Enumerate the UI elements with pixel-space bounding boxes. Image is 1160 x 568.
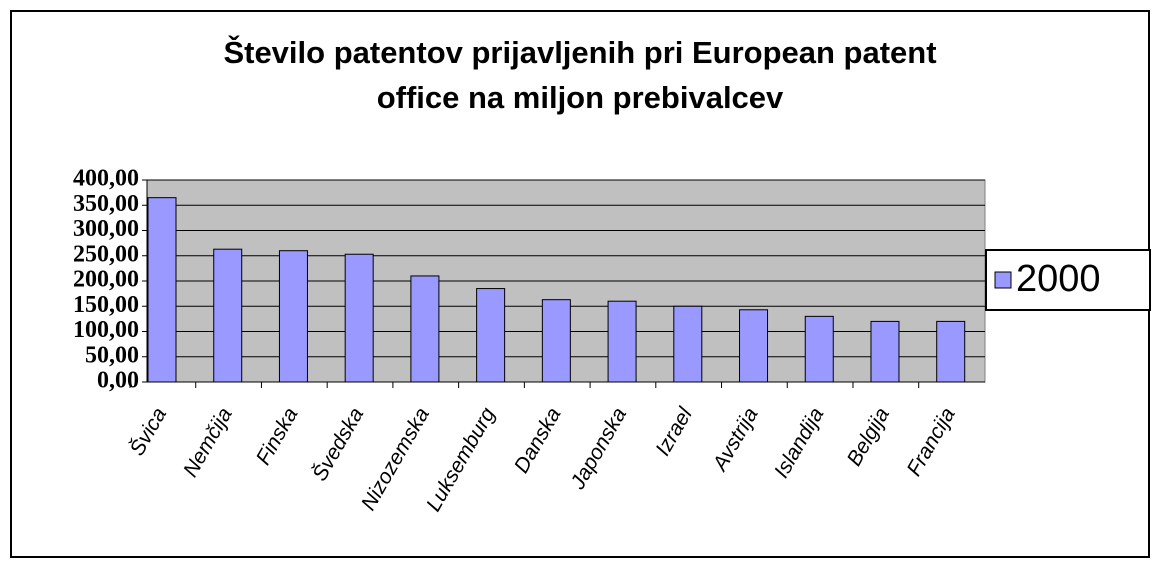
bar	[344, 253, 374, 383]
bar	[410, 275, 440, 383]
chart-title: Število patentov prijavljenih pri Europe…	[223, 34, 936, 70]
bar	[541, 299, 571, 383]
y-tick-label: 400,00	[73, 166, 139, 192]
y-tick-label: 50,00	[85, 342, 139, 368]
legend-label: 2000	[1016, 258, 1101, 300]
bar	[278, 250, 308, 383]
legend-swatch	[994, 271, 1012, 289]
bar	[607, 300, 637, 383]
bar	[147, 197, 177, 383]
bar	[936, 320, 966, 383]
chart-title: office na miljon prebivalcev	[377, 80, 784, 115]
bar	[213, 248, 243, 383]
bar	[804, 315, 834, 383]
y-tick-label: 150,00	[73, 292, 139, 318]
bar	[673, 305, 703, 383]
y-tick-label: 350,00	[73, 191, 139, 217]
bar	[870, 320, 900, 383]
y-tick-label: 0,00	[97, 368, 139, 394]
bar	[476, 288, 506, 383]
bar	[739, 309, 769, 383]
y-tick-label: 100,00	[73, 317, 139, 343]
y-tick-label: 200,00	[73, 267, 139, 293]
y-tick-label: 250,00	[73, 241, 139, 267]
y-tick-label: 300,00	[73, 216, 139, 242]
legend-box	[985, 249, 1151, 311]
